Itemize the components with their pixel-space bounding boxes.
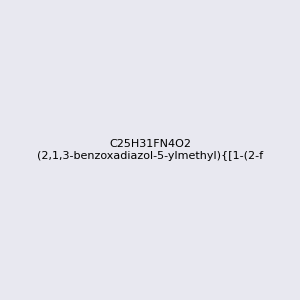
Text: C25H31FN4O2
(2,1,3-benzoxadiazol-5-ylmethyl){[1-(2-f: C25H31FN4O2 (2,1,3-benzoxadiazol-5-ylmet… bbox=[37, 139, 263, 161]
